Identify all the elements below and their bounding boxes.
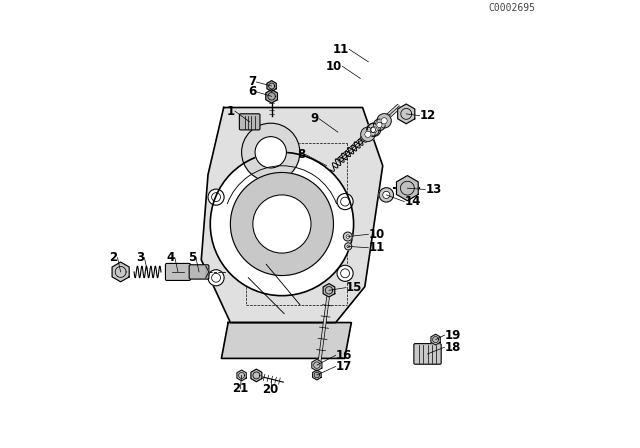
Text: 19: 19 [445,328,461,342]
Circle shape [377,114,391,128]
Circle shape [367,123,381,137]
Circle shape [230,172,333,276]
Circle shape [340,269,349,278]
Text: 18: 18 [445,340,461,354]
Circle shape [212,273,221,282]
Polygon shape [201,108,383,323]
Circle shape [241,123,300,181]
Circle shape [371,127,377,133]
Text: 7: 7 [248,75,257,89]
Text: 4: 4 [166,251,175,264]
Text: 3: 3 [136,251,145,264]
Text: 14: 14 [404,195,420,208]
Polygon shape [237,370,246,381]
Circle shape [208,270,224,286]
Circle shape [374,119,385,131]
Circle shape [367,124,379,136]
Circle shape [337,265,353,281]
Polygon shape [267,81,276,91]
Polygon shape [312,359,322,371]
Circle shape [347,245,349,248]
Circle shape [255,137,287,168]
FancyBboxPatch shape [239,114,260,130]
Text: 13: 13 [425,183,442,196]
Text: 10: 10 [369,228,385,241]
Polygon shape [312,370,321,380]
Text: 12: 12 [420,109,436,122]
Text: C0002695: C0002695 [488,4,535,13]
Text: 9: 9 [311,112,319,125]
Polygon shape [323,284,335,297]
Circle shape [253,195,311,253]
Circle shape [208,189,224,205]
Polygon shape [397,176,418,201]
FancyBboxPatch shape [414,344,441,364]
Text: 2: 2 [109,251,118,264]
Circle shape [370,127,376,133]
Polygon shape [251,369,262,382]
Polygon shape [112,262,129,282]
Text: 20: 20 [262,383,279,396]
Text: 1: 1 [227,104,235,118]
Circle shape [337,194,353,210]
Circle shape [343,232,352,241]
Circle shape [381,118,387,124]
Polygon shape [221,323,351,358]
Text: 15: 15 [346,281,362,294]
FancyBboxPatch shape [165,263,191,280]
FancyBboxPatch shape [189,265,209,279]
Circle shape [377,122,382,128]
Circle shape [346,235,349,238]
Polygon shape [205,266,209,278]
Polygon shape [431,334,440,345]
Polygon shape [397,104,415,124]
Text: 5: 5 [188,251,196,264]
Text: 8: 8 [298,148,306,161]
Circle shape [365,131,371,138]
Circle shape [340,197,349,206]
Circle shape [383,191,390,198]
Text: 6: 6 [248,85,257,99]
Text: 11: 11 [333,43,349,56]
Circle shape [379,188,394,202]
Circle shape [212,193,221,202]
Polygon shape [266,90,277,103]
Text: 16: 16 [335,349,352,362]
Circle shape [210,152,353,296]
Text: 10: 10 [326,60,342,73]
Circle shape [361,127,375,142]
Text: 21: 21 [232,382,248,396]
Text: 11: 11 [369,241,385,254]
Text: 17: 17 [335,360,352,373]
Circle shape [344,243,352,250]
